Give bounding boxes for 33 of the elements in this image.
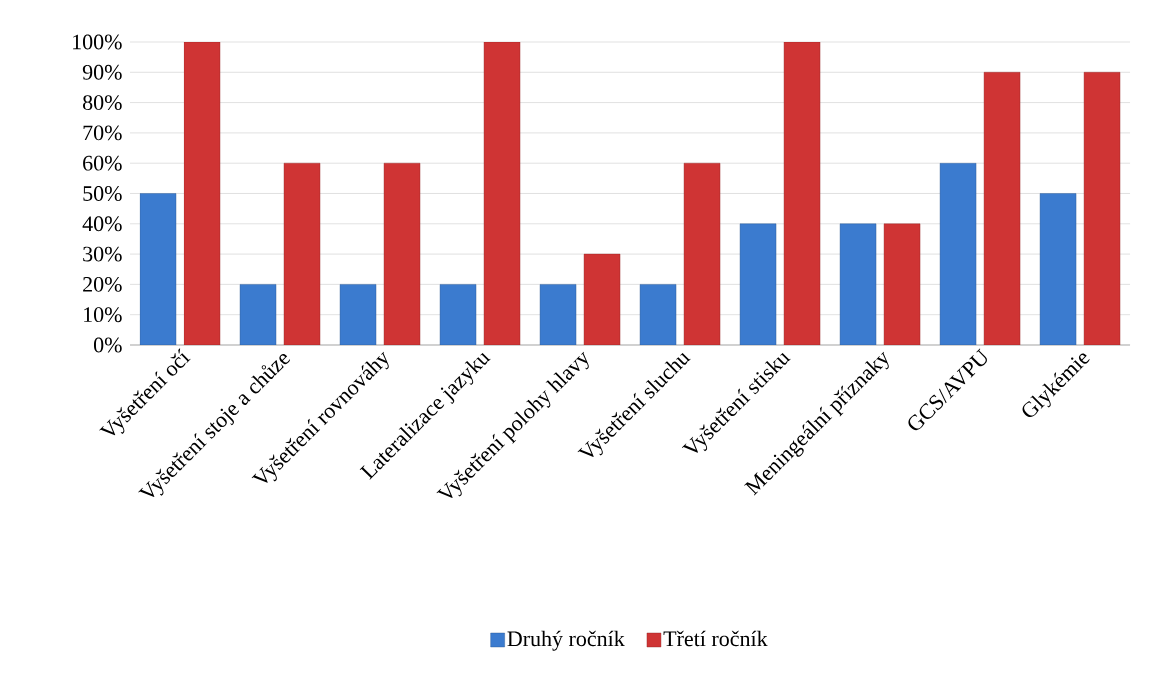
y-tick-label: 70% bbox=[83, 125, 122, 141]
legend-label: Druhý ročník bbox=[507, 630, 625, 651]
bar bbox=[483, 42, 521, 345]
bar bbox=[339, 284, 377, 345]
bar bbox=[639, 284, 677, 345]
y-tick-label: 100% bbox=[73, 34, 122, 50]
y-tick-label: 30% bbox=[83, 246, 122, 262]
bar bbox=[783, 42, 821, 345]
bar bbox=[739, 223, 777, 345]
y-tick-label: 60% bbox=[83, 155, 122, 171]
legend-label: Třetí ročník bbox=[663, 630, 768, 647]
y-tick-label: 0% bbox=[93, 337, 122, 353]
bar bbox=[883, 223, 921, 345]
y-tick-label: 50% bbox=[83, 186, 122, 201]
bar bbox=[839, 223, 877, 345]
y-tick-label: 10% bbox=[84, 307, 122, 323]
bar bbox=[1083, 72, 1121, 345]
y-tick-label: 80% bbox=[82, 95, 122, 111]
bar bbox=[183, 42, 221, 345]
bar bbox=[1039, 193, 1077, 345]
bar bbox=[383, 162, 421, 345]
bar bbox=[139, 193, 177, 345]
bar bbox=[583, 253, 621, 345]
bar bbox=[439, 284, 477, 345]
bar bbox=[683, 162, 721, 345]
bar bbox=[983, 72, 1021, 345]
bar bbox=[539, 284, 577, 345]
y-tick-label: 20% bbox=[83, 276, 122, 292]
bar bbox=[283, 162, 321, 345]
bar bbox=[939, 162, 977, 345]
y-tick-label: 40% bbox=[82, 216, 122, 232]
y-tick-label: 90% bbox=[82, 64, 122, 80]
bar bbox=[239, 284, 277, 345]
